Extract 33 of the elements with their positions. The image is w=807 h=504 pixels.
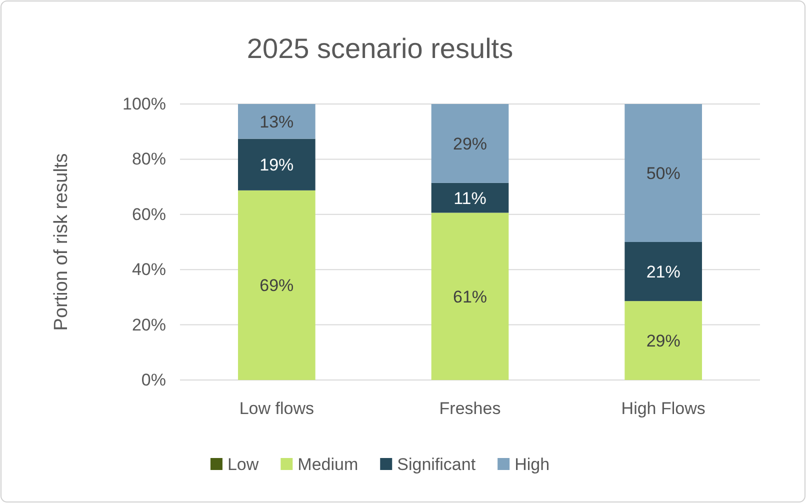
- data-label: 61%: [452, 287, 488, 306]
- y-tick-label: 40%: [132, 260, 166, 280]
- bar: [624, 104, 702, 242]
- y-axis-title: Portion of risk results: [51, 153, 72, 331]
- bar: [431, 212, 509, 380]
- data-label: 29%: [452, 134, 488, 154]
- bar: [431, 104, 509, 183]
- legend-label: Medium: [298, 455, 358, 474]
- data-label: 11%: [454, 188, 486, 208]
- x-tick-label: Freshes: [439, 399, 501, 418]
- data-label: 29%: [646, 332, 680, 351]
- chart-title: 2025 scenario results: [246, 33, 514, 64]
- bar: [238, 104, 316, 139]
- legend-label: Significant: [397, 455, 476, 474]
- y-tick-label: 0%: [141, 370, 166, 390]
- y-tick-label: 80%: [132, 150, 166, 169]
- legend-label: High: [514, 455, 550, 474]
- y-tick-label: 100%: [122, 94, 166, 114]
- data-label: 19%: [260, 156, 294, 175]
- data-label: 50%: [646, 164, 680, 183]
- bar: [624, 301, 702, 380]
- data-label: 69%: [260, 276, 294, 296]
- bar: [238, 138, 316, 190]
- x-tick-label: Low flows: [239, 399, 314, 418]
- bar: [431, 182, 509, 213]
- bar: [238, 190, 316, 380]
- bar: [624, 242, 702, 302]
- x-tick-label: High Flows: [621, 399, 706, 418]
- data-label: 21%: [646, 262, 680, 282]
- data-label: 13%: [260, 112, 294, 132]
- y-tick-label: 60%: [132, 204, 166, 224]
- legend-label: Low: [227, 455, 260, 474]
- y-tick-label: 20%: [132, 315, 166, 334]
